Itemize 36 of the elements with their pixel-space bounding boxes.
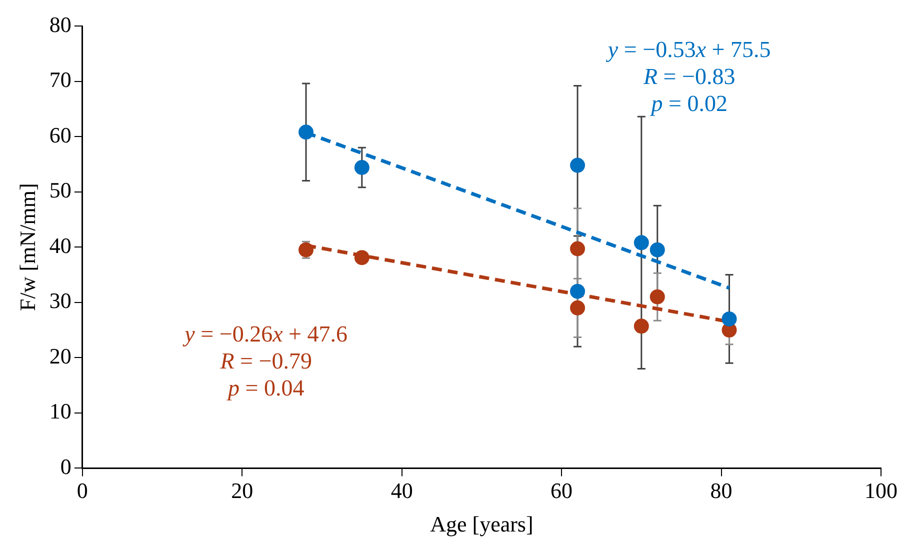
- point: [634, 318, 649, 334]
- point: [298, 124, 314, 140]
- point: [722, 311, 737, 326]
- point: [570, 284, 586, 299]
- x-tick-label: 0: [76, 478, 88, 504]
- annotation: y = −0.26x + 47.6: [182, 322, 348, 347]
- x-tick-label: 100: [864, 478, 898, 504]
- annotation: R = −0.83: [642, 64, 736, 89]
- point: [650, 289, 665, 304]
- y-tick-label: 0: [60, 454, 72, 479]
- point: [298, 242, 314, 258]
- y-tick-label: 60: [49, 122, 72, 148]
- y-tick-label: 50: [49, 178, 72, 203]
- x-tick-label: 60: [550, 478, 573, 504]
- y-tick-label: 10: [49, 398, 72, 424]
- x-tick-label: 20: [231, 478, 254, 504]
- annotation: y = −0.53x + 75.5: [606, 36, 771, 62]
- y-axis-title: F/w [mN/mm]: [14, 183, 40, 311]
- point: [570, 241, 586, 256]
- annotation: p = 0.04: [226, 376, 305, 401]
- annotation: R = −0.79: [219, 348, 312, 374]
- point: [570, 300, 586, 316]
- y-tick-label: 20: [49, 343, 72, 368]
- annotation: p = 0.02: [649, 90, 728, 116]
- point: [570, 158, 586, 173]
- x-axis-title: Age [years]: [430, 512, 534, 537]
- y-tick-label: 40: [49, 232, 72, 258]
- x-tick-label: 80: [710, 478, 732, 504]
- point: [634, 235, 649, 250]
- x-tick-label: 40: [390, 478, 413, 504]
- point: [650, 242, 665, 258]
- point: [354, 160, 370, 176]
- point: [354, 250, 370, 266]
- y-tick-label: 30: [49, 288, 72, 314]
- y-tick-label: 70: [49, 67, 72, 92]
- y-tick-label: 80: [49, 12, 72, 37]
